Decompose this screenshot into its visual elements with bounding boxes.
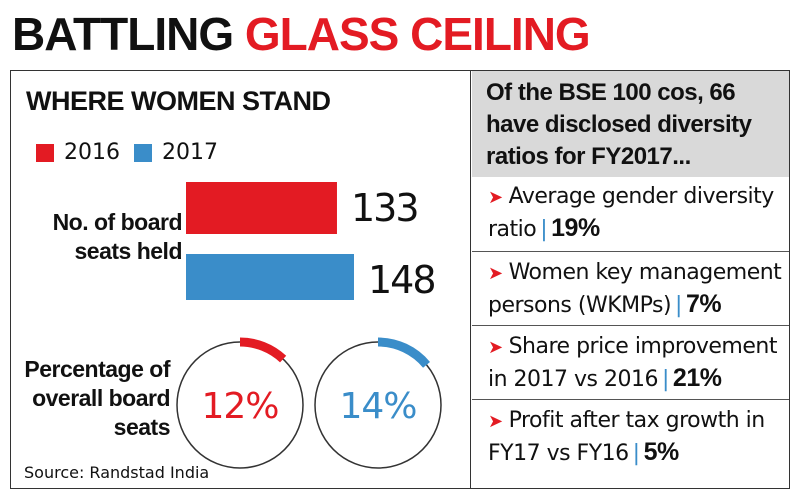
stat-wkmp: ➤ Women key management persons (WKMPs) | 7%	[472, 253, 789, 321]
bar-value-2016: 133	[351, 186, 418, 230]
bar-2017	[186, 254, 354, 300]
infographic-frame	[10, 70, 790, 489]
pipe-separator: |	[662, 367, 669, 392]
stat-divider	[472, 325, 789, 326]
legend-item-2017: 2017	[134, 140, 218, 165]
stat-divider	[472, 399, 789, 400]
pipe-separator: |	[632, 441, 640, 466]
stat-value: 19%	[551, 214, 600, 242]
ring-arc-2016	[239, 337, 287, 363]
source-note: Source: Randstad India	[24, 463, 210, 482]
pipe-separator: |	[540, 217, 548, 242]
percentage-label: Percentage of overall board seats	[24, 356, 170, 440]
legend-item-2016: 2016	[36, 140, 120, 165]
stat-value: 21%	[672, 364, 722, 392]
legend-swatch-2016	[36, 143, 54, 162]
ring-value-2016: 12%	[201, 386, 278, 427]
red-chevron-arrow-icon: ➤	[488, 411, 503, 432]
legend-label-2016: 2016	[64, 140, 120, 165]
percentage-ring-chart: 12% 14%	[176, 337, 442, 469]
stat-text: Profit after tax growth in FY17 vs FY16	[488, 408, 765, 466]
board-seats-bar-chart: 133 148	[186, 182, 437, 300]
column-divider	[470, 70, 471, 489]
red-chevron-arrow-icon: ➤	[488, 263, 503, 284]
board-seats-label: No. of board seats held	[52, 209, 183, 264]
legend-swatch-2017	[134, 143, 152, 162]
red-chevron-arrow-icon: ➤	[488, 337, 503, 358]
red-chevron-arrow-icon: ➤	[488, 187, 503, 208]
stat-divider	[472, 251, 789, 252]
stat-value: 5%	[643, 438, 680, 466]
stat-share-price: ➤ Share price improvement in 2017 vs 2016…	[472, 327, 789, 395]
stat-text: Share price improvement in 2017 vs 2016	[488, 334, 777, 392]
bar-2016	[186, 182, 337, 234]
headline-part2: GLASS CEILING	[244, 8, 591, 60]
right-panel-header: Of the BSE 100 cos, 66 have disclosed di…	[472, 71, 789, 177]
legend-label-2017: 2017	[162, 140, 218, 165]
pipe-separator: |	[675, 293, 682, 318]
stat-gender-diversity: ➤ Average gender diversity ratio | 19%	[472, 177, 789, 245]
stat-value: 7%	[685, 290, 722, 318]
stat-profit-growth: ➤ Profit after tax growth in FY17 vs FY16…	[472, 401, 789, 469]
headline: BATTLING GLASS CEILING	[12, 2, 591, 66]
stat-text: Average gender diversity ratio	[488, 184, 774, 242]
ring-arc-2017	[377, 337, 431, 368]
headline-part1: BATTLING	[12, 8, 234, 60]
bar-value-2017: 148	[368, 258, 435, 300]
left-panel-title: WHERE WOMEN STAND	[26, 86, 331, 116]
ring-value-2017: 14%	[339, 386, 416, 427]
stat-text: Women key management persons (WKMPs)	[488, 260, 782, 318]
